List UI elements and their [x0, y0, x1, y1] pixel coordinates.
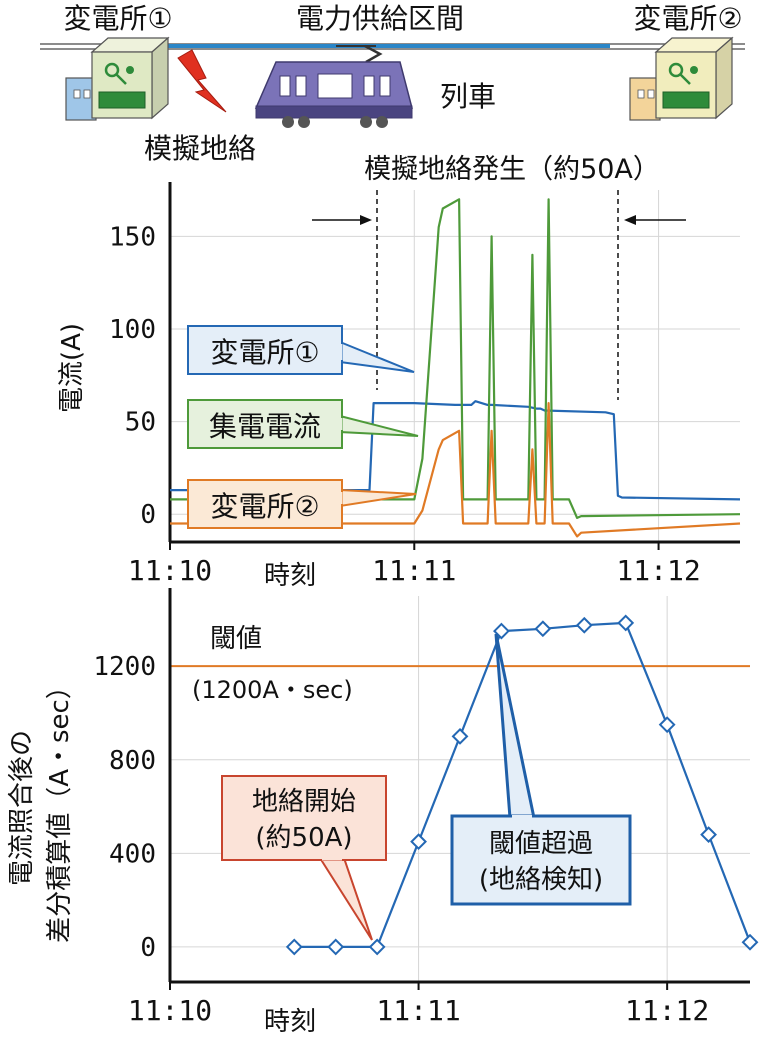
x-tick-label: 11:11: [376, 994, 460, 1027]
data-point-marker: [327, 938, 345, 956]
data-point-marker: [658, 716, 676, 734]
chart1-annotation: 模擬地絡発生（約50A）: [364, 154, 660, 185]
fault-label: 模擬地絡: [144, 132, 256, 165]
y-tick-label: 50: [125, 408, 156, 438]
chart1-tick-labels: 0 50 100 150 11:10 11:11 11:12: [109, 222, 701, 587]
data-point-marker: [410, 833, 427, 851]
chart2-series: [285, 614, 759, 956]
y-tick-label: 400: [109, 839, 156, 869]
y-tick-label: 0: [140, 500, 156, 530]
substation2-label: 変電所②: [633, 2, 742, 35]
train-icon: [254, 44, 413, 128]
substation1-building-icon: [65, 36, 170, 121]
callout-fault-start-line2: (約50A): [255, 823, 352, 853]
callout-fault-start: 地絡開始 (約50A): [221, 775, 387, 941]
data-point-marker: [285, 938, 303, 956]
chart2-y-axis-label-line1: 電流照合後の: [7, 730, 37, 886]
callout-threshold-exceeded-line1: 閾値超過: [489, 829, 593, 859]
threshold-value-label: (1200A・sec): [192, 676, 353, 704]
legend-substation1: 変電所①: [187, 325, 415, 375]
y-tick-label: 1200: [93, 652, 156, 682]
legend-collector-current: 集電電流: [187, 399, 419, 449]
y-tick-label: 800: [109, 746, 156, 776]
data-point-marker: [700, 826, 717, 844]
train-label: 列車: [440, 80, 496, 113]
section-label: 電力供給区間: [296, 2, 464, 35]
y-tick-label: 100: [109, 315, 156, 345]
legend-substation1-label: 変電所①: [210, 336, 319, 369]
chart1-series: [170, 198, 741, 538]
series-line-0: [170, 400, 741, 501]
legend-substation2: 変電所②: [187, 479, 417, 529]
data-point-marker: [451, 727, 469, 745]
power-section-diagram: 変電所① 電力供給区間 変電所② 模擬地絡: [40, 2, 745, 165]
substation2-building-icon: [629, 36, 734, 121]
data-point-marker: [368, 938, 386, 956]
chart1-x-axis-label: 時刻: [264, 561, 316, 591]
chart2-x-axis-label: 時刻: [264, 1007, 316, 1037]
fault-period-markers: [312, 190, 686, 400]
x-tick-label: 11:10: [128, 994, 212, 1027]
x-tick-label: 11:12: [616, 554, 700, 587]
chart1-axes: [168, 182, 740, 550]
data-point-marker: [575, 616, 593, 634]
threshold-label: 閾値: [210, 624, 262, 654]
chart1-y-axis-label: 電流(A): [57, 323, 87, 413]
y-tick-label: 0: [140, 933, 156, 963]
legend-collector-current-label: 集電電流: [209, 410, 321, 443]
lightning-bolt-icon: [177, 49, 227, 113]
x-tick-label: 11:11: [372, 554, 456, 587]
chart2-y-axis-label-line2: 差分積算値（A・sec）: [45, 673, 75, 943]
data-point-marker: [741, 933, 759, 951]
x-tick-label: 11:10: [128, 554, 212, 587]
x-tick-label: 11:12: [625, 994, 709, 1027]
chart2-tick-labels: 0 400 800 1200 11:10 11:11 11:12: [93, 652, 709, 1027]
data-point-marker: [534, 620, 552, 638]
legend-substation2-label: 変電所②: [210, 490, 319, 523]
callout-fault-start-line1: 地絡開始: [252, 787, 356, 817]
series-line-1: [170, 198, 741, 520]
data-point-marker: [617, 614, 635, 632]
y-tick-label: 150: [109, 222, 156, 252]
series-line-2: [170, 402, 741, 538]
chart2-axes: [168, 588, 750, 990]
substation1-label: 変電所①: [63, 2, 172, 35]
data-point-marker: [493, 622, 510, 640]
callout-threshold-exceeded-line2: (地絡検知): [479, 865, 603, 895]
callout-threshold-exceeded: 閾値超過 (地絡検知): [450, 633, 632, 906]
